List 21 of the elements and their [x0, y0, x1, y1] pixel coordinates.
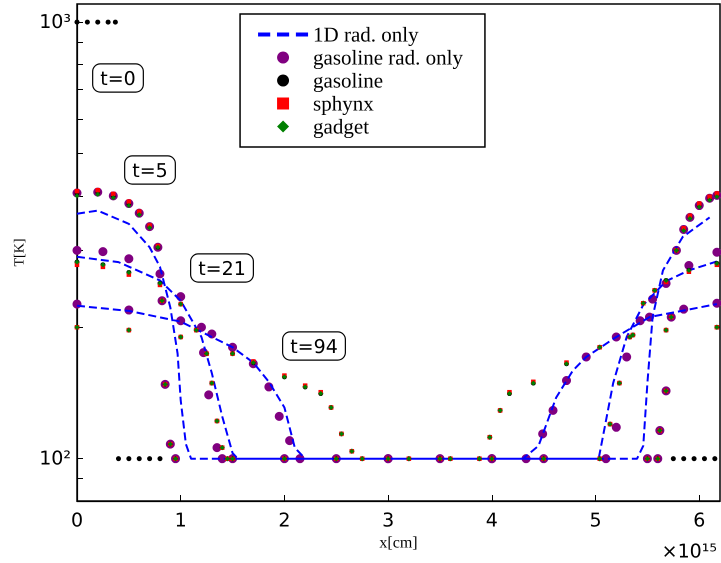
x-tick-label: 2	[278, 510, 290, 532]
annotation: t=94	[290, 336, 338, 358]
x-tick-label: 1	[174, 510, 187, 532]
text: ×10¹⁵	[662, 540, 718, 562]
x-tick-label: 3	[382, 510, 394, 532]
y-axis-title: T[K]	[12, 238, 28, 266]
legend-label: gasoline rad. only	[313, 46, 464, 70]
x-tick-label: 5	[590, 510, 602, 532]
annotation: t=21	[198, 258, 246, 280]
x-tick-label: 4	[486, 510, 498, 532]
legend-label: sphynx	[313, 92, 374, 116]
legend-label: gadget	[313, 114, 370, 138]
x-tick-label: 6	[693, 510, 706, 532]
legend-label: 1D rad. only	[313, 22, 420, 46]
x-axis-title: x[cm]	[379, 534, 418, 552]
annotation: t=0	[100, 68, 136, 90]
x-tick-label: 0	[70, 510, 84, 532]
y-tick-label: 10³	[39, 11, 71, 34]
y-tick-label: 10²	[39, 448, 71, 470]
legend-label: gasoline	[313, 68, 384, 92]
annotation: t=5	[132, 160, 168, 182]
